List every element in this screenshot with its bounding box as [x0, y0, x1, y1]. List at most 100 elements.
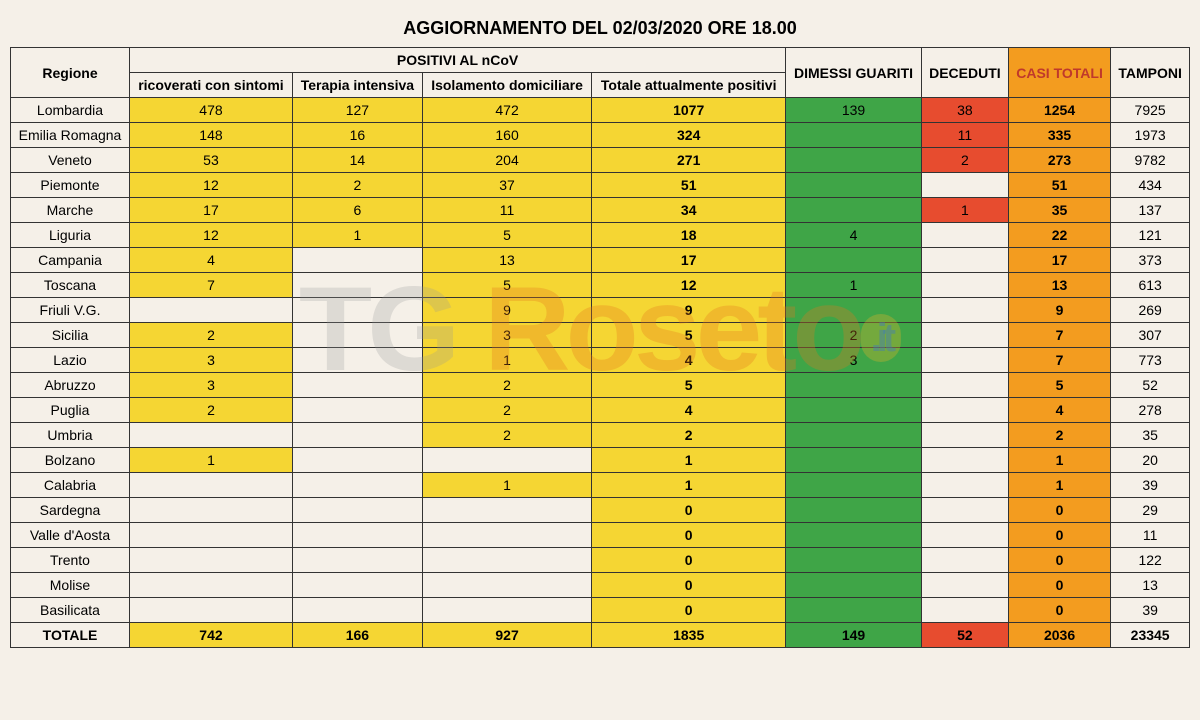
cell-terapia [292, 498, 422, 523]
cell-terapia [292, 523, 422, 548]
cell-tamponi: 269 [1111, 298, 1190, 323]
total-label: TOTALE [11, 623, 130, 648]
cell-dimessi: 139 [786, 98, 922, 123]
cell-terapia [292, 473, 422, 498]
cell-region: Emilia Romagna [11, 123, 130, 148]
cell-isolamento: 5 [422, 223, 591, 248]
header-isolamento: Isolamento domiciliare [422, 73, 591, 98]
cell-deceduti [921, 223, 1008, 248]
table-row: Molise0013 [11, 573, 1190, 598]
cell-terapia: 127 [292, 98, 422, 123]
header-tamponi: TAMPONI [1111, 48, 1190, 98]
cell-ricoverati [129, 598, 292, 623]
cell-region: Umbria [11, 423, 130, 448]
cell-totale: 9 [592, 298, 786, 323]
cell-totale: 1 [592, 448, 786, 473]
cell-totale: 1 [592, 473, 786, 498]
cell-dimessi: 4 [786, 223, 922, 248]
cell-casi: 0 [1008, 548, 1110, 573]
cell-terapia: 1 [292, 223, 422, 248]
table-row: Bolzano11120 [11, 448, 1190, 473]
cell-casi: 5 [1008, 373, 1110, 398]
cell-tamponi: 52 [1111, 373, 1190, 398]
header-ricoverati: ricoverati con sintomi [129, 73, 292, 98]
cell-casi: 1 [1008, 448, 1110, 473]
cell-ricoverati: 148 [129, 123, 292, 148]
table-row: Veneto531420427122739782 [11, 148, 1190, 173]
cell-tamponi: 13 [1111, 573, 1190, 598]
cell-deceduti: 2 [921, 148, 1008, 173]
cell-deceduti [921, 498, 1008, 523]
cell-terapia [292, 548, 422, 573]
table-row: Sicilia23527307 [11, 323, 1190, 348]
cell-region: Friuli V.G. [11, 298, 130, 323]
cell-ricoverati [129, 548, 292, 573]
table-row: Valle d'Aosta0011 [11, 523, 1190, 548]
cell-dimessi [786, 423, 922, 448]
cell-isolamento: 1 [422, 348, 591, 373]
cell-dimessi [786, 298, 922, 323]
cell-tamponi: 122 [1111, 548, 1190, 573]
cell-casi: 7 [1008, 323, 1110, 348]
cell-casi: 7 [1008, 348, 1110, 373]
cell-deceduti [921, 548, 1008, 573]
header-deceduti: DECEDUTI [921, 48, 1008, 98]
cell-region: Campania [11, 248, 130, 273]
total-ricoverati: 742 [129, 623, 292, 648]
cell-ricoverati: 1 [129, 448, 292, 473]
cell-ricoverati [129, 298, 292, 323]
cell-casi: 0 [1008, 523, 1110, 548]
cell-ricoverati: 12 [129, 223, 292, 248]
cell-casi: 273 [1008, 148, 1110, 173]
cell-casi: 1 [1008, 473, 1110, 498]
table-row: Puglia2244278 [11, 398, 1190, 423]
total-dimessi: 149 [786, 623, 922, 648]
cell-terapia [292, 273, 422, 298]
cell-deceduti: 38 [921, 98, 1008, 123]
cell-totale: 271 [592, 148, 786, 173]
cell-isolamento: 2 [422, 373, 591, 398]
cell-totale: 0 [592, 573, 786, 598]
cell-region: Lazio [11, 348, 130, 373]
cell-isolamento: 2 [422, 423, 591, 448]
cell-tamponi: 307 [1111, 323, 1190, 348]
header-dimessi: DIMESSI GUARITI [786, 48, 922, 98]
cell-totale: 0 [592, 498, 786, 523]
cell-terapia [292, 323, 422, 348]
cell-terapia [292, 573, 422, 598]
cell-ricoverati: 3 [129, 373, 292, 398]
cell-isolamento: 11 [422, 198, 591, 223]
cell-deceduti [921, 173, 1008, 198]
cell-totale: 2 [592, 423, 786, 448]
cell-casi: 0 [1008, 598, 1110, 623]
cell-terapia: 14 [292, 148, 422, 173]
table-row: Abruzzo325552 [11, 373, 1190, 398]
cell-deceduti: 11 [921, 123, 1008, 148]
cell-dimessi [786, 598, 922, 623]
cell-isolamento [422, 548, 591, 573]
cell-dimessi [786, 498, 922, 523]
cell-ricoverati [129, 498, 292, 523]
cell-dimessi: 1 [786, 273, 922, 298]
table-row: Toscana7512113613 [11, 273, 1190, 298]
cell-tamponi: 373 [1111, 248, 1190, 273]
cell-ricoverati: 53 [129, 148, 292, 173]
cell-region: Valle d'Aosta [11, 523, 130, 548]
cell-casi: 4 [1008, 398, 1110, 423]
cell-totale: 324 [592, 123, 786, 148]
cell-isolamento: 13 [422, 248, 591, 273]
cell-ricoverati: 3 [129, 348, 292, 373]
cell-tamponi: 121 [1111, 223, 1190, 248]
cell-dimessi: 2 [786, 323, 922, 348]
cell-region: Trento [11, 548, 130, 573]
table-row: Sardegna0029 [11, 498, 1190, 523]
table-row: Basilicata0039 [11, 598, 1190, 623]
cell-region: Sardegna [11, 498, 130, 523]
cell-tamponi: 773 [1111, 348, 1190, 373]
cell-deceduti [921, 423, 1008, 448]
cell-isolamento: 472 [422, 98, 591, 123]
cell-dimessi [786, 373, 922, 398]
cell-dimessi [786, 523, 922, 548]
cell-tamponi: 20 [1111, 448, 1190, 473]
cell-deceduti [921, 348, 1008, 373]
